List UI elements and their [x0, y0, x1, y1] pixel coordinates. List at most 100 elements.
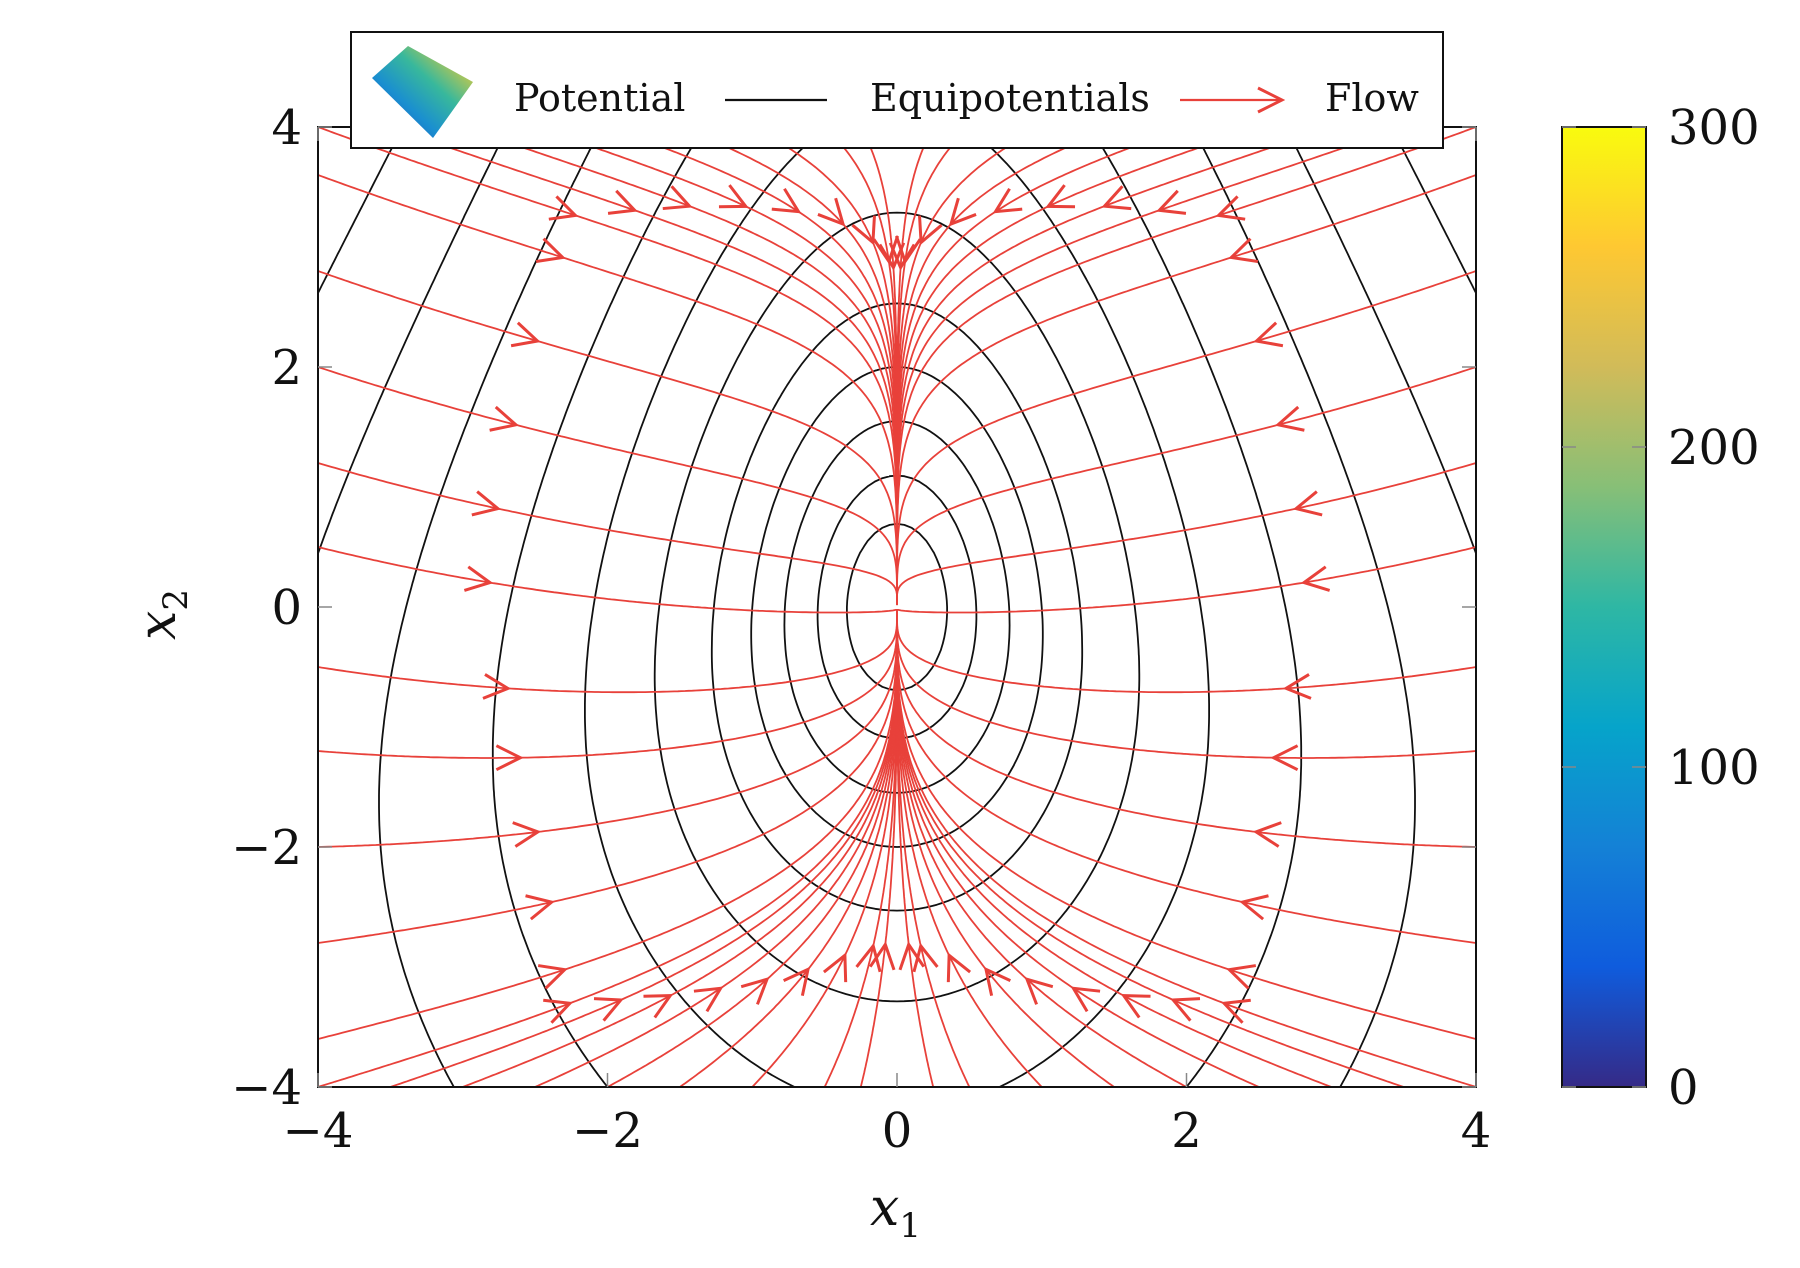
flow-arrowhead [561, 970, 564, 971]
flow-arrowhead [667, 996, 670, 998]
flow-streamline [896, 127, 1476, 605]
flow-arrowhead [765, 979, 767, 981]
flow-streamline [318, 609, 898, 1040]
flow-streamline [318, 174, 898, 605]
colorbar-gradient [1561, 126, 1647, 1088]
flow-arrowhead [1242, 902, 1246, 903]
legend: Potential Equipotentials Flow [350, 31, 1444, 149]
flow-arrowhead [873, 946, 874, 949]
flow-streamline [896, 609, 1476, 848]
y-tick-label: 4 [271, 100, 302, 156]
flow-arrowhead [548, 902, 552, 903]
flow-arrowhead [513, 424, 516, 425]
flow-arrowhead [1278, 424, 1281, 425]
x-tick-label: 0 [882, 1103, 913, 1159]
legend-label-potential: Potential [514, 76, 685, 120]
x-tick-label: 4 [1461, 1103, 1492, 1159]
flow-streamline [318, 610, 898, 694]
flow-streamline [896, 609, 1476, 1040]
flow-arrowhead [872, 240, 873, 243]
flow-streamline [896, 610, 1476, 944]
equipotential-contours [318, 127, 1476, 1087]
flow-arrowhead [1304, 582, 1308, 583]
colorbar-ticks: 0 100 200 300 [1562, 100, 1760, 1116]
x-axis-label: x1 [870, 1178, 921, 1246]
flow-arrowhead [996, 210, 999, 212]
x-tick-label: −2 [572, 1103, 643, 1159]
flow-arrowhead [1173, 1000, 1176, 1001]
flow-arrowhead [796, 210, 799, 212]
flow-arrowhead [921, 946, 922, 949]
flow-streamline [897, 546, 1476, 614]
flow-streamline [318, 546, 897, 614]
flow-streamline [896, 174, 1476, 605]
flow-streamline [896, 610, 1476, 1087]
flow-arrowhead [1224, 1003, 1227, 1004]
flow-arrowhead [951, 222, 953, 224]
colorbar-tick-label: 100 [1668, 740, 1760, 796]
flow-arrowhead [1257, 340, 1260, 341]
flow-streamline [318, 609, 898, 759]
colorbar-tick-label: 0 [1668, 1060, 1699, 1116]
flow-arrowhead [631, 209, 634, 210]
flow-arrowhead [559, 256, 562, 257]
flow-arrowhead [806, 969, 808, 972]
y-tick-label: −2 [231, 820, 302, 876]
flow-streamline [318, 270, 898, 603]
flow-arrowhead [534, 340, 537, 341]
potential-legend-swatch [372, 46, 473, 138]
flow-streamline [318, 609, 898, 848]
flow-arrowhead [986, 969, 988, 972]
flow-arrowhead [686, 205, 689, 206]
flow-arrowhead [1048, 205, 1051, 207]
y-tick-label: 0 [271, 580, 302, 636]
flow-arrowhead [1296, 508, 1300, 509]
x-tick-label: −4 [283, 1103, 354, 1159]
flow-arrowhead [1105, 205, 1108, 206]
equipotential-line [750, 366, 1044, 848]
flow-streamline [896, 610, 1476, 694]
plot-background [318, 127, 1476, 1087]
flow-arrowhead [1159, 209, 1162, 210]
flow-arrowhead [1219, 214, 1222, 215]
legend-label-flow: Flow [1325, 76, 1419, 120]
flow-streamline [318, 462, 898, 604]
flow-streamline [318, 366, 898, 605]
flow-arrowhead [844, 955, 845, 958]
flow-streamline [896, 366, 1476, 605]
y-tick-label: −4 [231, 1060, 302, 1116]
flow-arrowhead [949, 955, 950, 958]
flow-arrowhead [1073, 988, 1076, 990]
flow-arrowhead [921, 240, 922, 243]
y-axis-label: x2 [128, 589, 196, 640]
flow-arrowhead [1124, 996, 1127, 998]
flow-arrowhead [486, 582, 490, 583]
flow-streamlines [318, 127, 1476, 1087]
colorbar: 0 100 200 300 [1561, 100, 1760, 1116]
equipotential-line [783, 420, 1011, 794]
flow-streamline [896, 609, 1476, 759]
flow-arrowhead [494, 508, 498, 509]
x-axis-ticks: −4 −2 0 2 4 [283, 127, 1492, 1159]
colorbar-tick-label: 200 [1668, 420, 1760, 476]
legend-label-equipotentials: Equipotentials [870, 76, 1150, 120]
flow-arrowhead [718, 988, 721, 990]
flow-arrowhead [572, 214, 575, 215]
flow-arrowhead [841, 222, 843, 224]
flow-arrowhead [618, 1000, 621, 1001]
flow-streamline [318, 610, 898, 944]
flow-arrowhead [1027, 979, 1029, 981]
equipotential-line [318, 127, 1476, 557]
flow-arrowhead [743, 205, 746, 207]
equipotential-line [653, 211, 1141, 1003]
flow-streamline [896, 462, 1476, 604]
plot-area: −4 −2 0 2 4 −4 −2 0 2 4 [231, 100, 1491, 1159]
x-tick-label: 2 [1171, 1103, 1202, 1159]
flow-arrowhead [567, 1003, 570, 1004]
y-axis-ticks: −4 −2 0 2 4 [231, 100, 1476, 1116]
flow-arrowhead [1231, 256, 1234, 257]
flow-arrowhead [1229, 970, 1232, 971]
colorbar-tick-label: 300 [1668, 100, 1760, 156]
y-tick-label: 2 [271, 340, 302, 396]
